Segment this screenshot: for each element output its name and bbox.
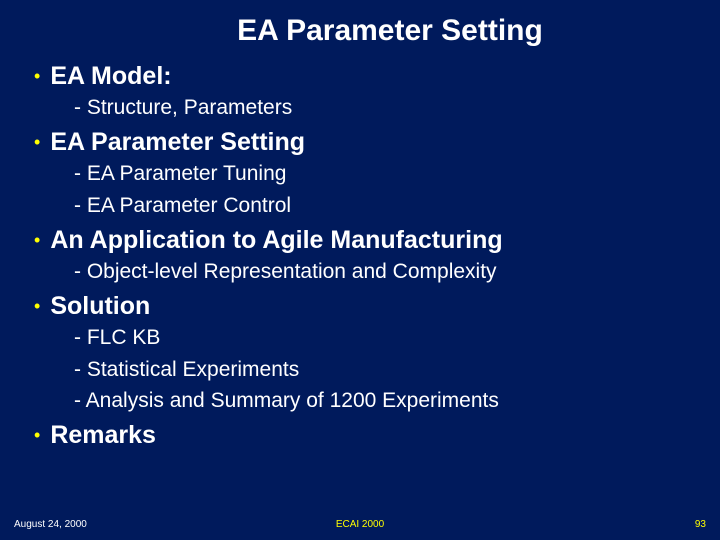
bullet-dot-icon: • xyxy=(34,426,40,444)
slide: EA Parameter Setting • EA Model: - Struc… xyxy=(0,0,720,540)
bullet-label: EA Model: xyxy=(50,62,171,91)
bullet-dot-icon: • xyxy=(34,67,40,85)
slide-title: EA Parameter Setting xyxy=(28,14,692,48)
sub-item: - EA Parameter Control xyxy=(74,192,692,220)
bullet-item: • Solution xyxy=(28,292,692,321)
bullet-dot-icon: • xyxy=(34,133,40,151)
footer-event: ECAI 2000 xyxy=(336,519,384,530)
sub-item: - Statistical Experiments xyxy=(74,356,692,384)
bullet-item: • An Application to Agile Manufacturing xyxy=(28,226,692,255)
footer-page-number: 93 xyxy=(695,519,706,530)
bullet-item: • Remarks xyxy=(28,421,692,450)
bullet-dot-icon: • xyxy=(34,231,40,249)
bullet-item: • EA Model: xyxy=(28,62,692,91)
bullet-label: EA Parameter Setting xyxy=(50,128,305,157)
bullet-item: • EA Parameter Setting xyxy=(28,128,692,157)
sub-item: - EA Parameter Tuning xyxy=(74,160,692,188)
footer-date: August 24, 2000 xyxy=(14,519,87,530)
bullet-label: Solution xyxy=(50,292,150,321)
slide-footer: August 24, 2000 ECAI 2000 93 xyxy=(0,519,720,530)
bullet-label: Remarks xyxy=(50,421,156,450)
sub-item: - Analysis and Summary of 1200 Experimen… xyxy=(74,387,692,415)
sub-item: - Structure, Parameters xyxy=(74,94,692,122)
bullet-dot-icon: • xyxy=(34,297,40,315)
slide-content: • EA Model: - Structure, Parameters • EA… xyxy=(28,62,692,450)
sub-item: - Object-level Representation and Comple… xyxy=(74,258,692,286)
sub-item: - FLC KB xyxy=(74,324,692,352)
bullet-label: An Application to Agile Manufacturing xyxy=(50,226,502,255)
